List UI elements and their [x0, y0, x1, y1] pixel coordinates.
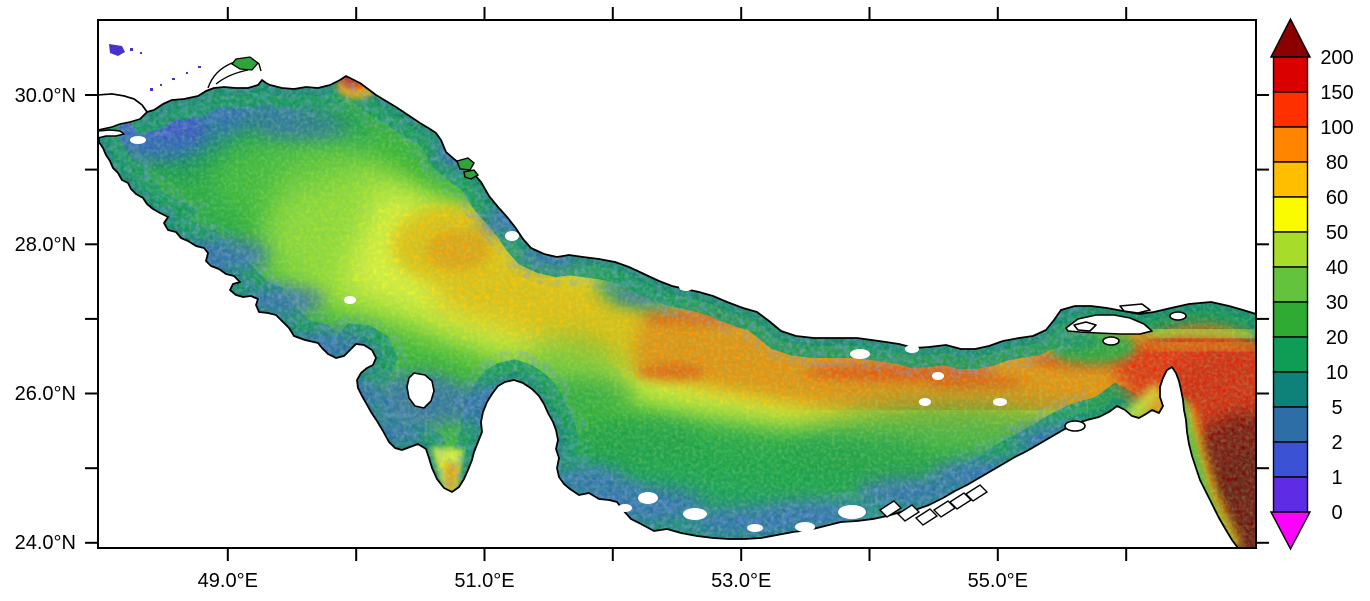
svg-text:1: 1	[1331, 467, 1342, 489]
svg-text:30: 30	[1326, 292, 1348, 314]
svg-text:49.0°E: 49.0°E	[198, 570, 258, 592]
svg-text:40: 40	[1326, 257, 1348, 279]
svg-text:100: 100	[1320, 117, 1353, 139]
svg-text:80: 80	[1326, 152, 1348, 174]
svg-text:2: 2	[1331, 432, 1342, 454]
svg-text:20: 20	[1326, 327, 1348, 349]
svg-text:0: 0	[1331, 502, 1342, 524]
svg-text:30.0°N: 30.0°N	[15, 85, 76, 107]
svg-text:26.0°N: 26.0°N	[15, 383, 76, 405]
svg-text:10: 10	[1326, 362, 1348, 384]
svg-text:50: 50	[1326, 222, 1348, 244]
svg-text:55.0°E: 55.0°E	[968, 570, 1028, 592]
svg-text:150: 150	[1320, 82, 1353, 104]
svg-text:60: 60	[1326, 187, 1348, 209]
svg-text:51.0°E: 51.0°E	[454, 570, 514, 592]
svg-text:5: 5	[1331, 397, 1342, 419]
svg-text:53.0°E: 53.0°E	[711, 570, 771, 592]
svg-text:24.0°N: 24.0°N	[15, 532, 76, 554]
svg-text:200: 200	[1320, 47, 1353, 69]
svg-text:28.0°N: 28.0°N	[15, 234, 76, 256]
